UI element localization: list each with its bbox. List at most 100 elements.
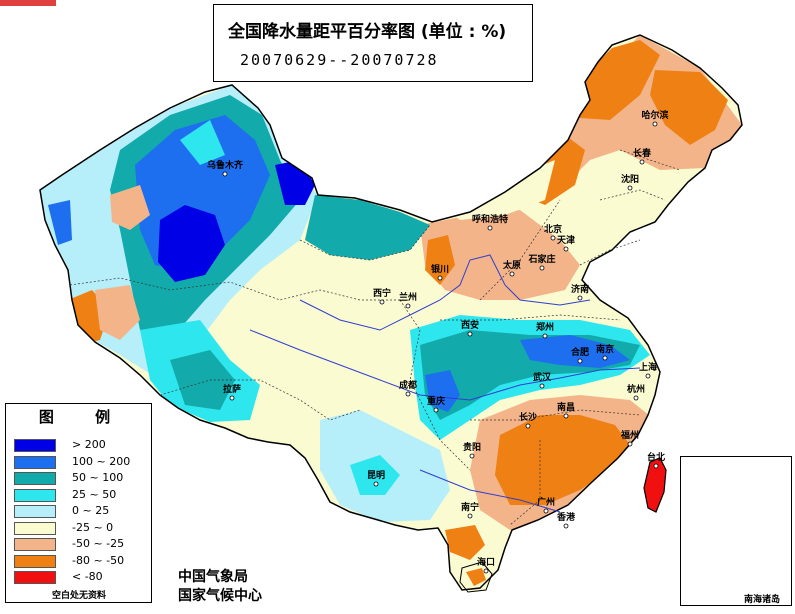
legend-range-label: < -80 — [72, 570, 103, 583]
city-dot — [577, 295, 583, 301]
legend-range-label: -80 ~ -50 — [72, 553, 125, 567]
city-dot — [379, 299, 385, 305]
city-dot — [487, 225, 493, 231]
city-marker: 成都 — [399, 379, 417, 397]
border-shanxi-hebei — [479, 199, 561, 301]
city-dot — [433, 407, 439, 413]
legend-swatch — [14, 554, 56, 568]
legend-item: -50 ~ -25 — [14, 537, 150, 553]
legend-swatch — [14, 505, 56, 518]
yellow-river — [299, 254, 591, 331]
city-dot — [639, 159, 645, 165]
city-marker: 南昌 — [557, 401, 575, 419]
city-label: 长沙 — [519, 411, 537, 423]
city-label: 天津 — [557, 234, 575, 246]
city-label: 北京 — [544, 223, 562, 235]
city-dot — [602, 355, 608, 361]
zone-north-dark — [425, 235, 455, 285]
legend-range-label: > 200 — [72, 438, 106, 451]
city-label: 重庆 — [427, 395, 445, 407]
border-shandong — [579, 239, 641, 266]
zone-ne-dark-a — [570, 40, 660, 120]
city-dot — [437, 275, 443, 281]
city-marker: 西宁 — [373, 287, 391, 305]
city-marker: 郑州 — [536, 321, 554, 339]
city-marker: 武汉 — [533, 371, 552, 389]
zone-fw-light — [95, 285, 140, 340]
zone-north-light — [420, 210, 580, 300]
legend-item: 100 ~ 200 — [14, 455, 150, 471]
border-gansu — [299, 224, 431, 261]
city-dot — [509, 271, 515, 277]
city-marker: 重庆 — [427, 395, 445, 413]
city-label: 呼和浩特 — [472, 213, 508, 225]
city-marker: 香港 — [556, 511, 576, 529]
city-label: 广州 — [537, 496, 555, 508]
city-dot — [563, 413, 569, 419]
city-label: 南昌 — [557, 401, 575, 413]
city-label: 武汉 — [533, 371, 552, 383]
city-marker: 海口 — [477, 556, 495, 574]
city-label: 拉萨 — [223, 383, 241, 395]
city-label: 西宁 — [373, 287, 391, 299]
border-sichuan — [399, 299, 471, 471]
legend-item: 0 ~ 25 — [14, 504, 150, 520]
city-marker: 合肥 — [571, 346, 589, 364]
inset-label: 南海诸岛 — [744, 595, 781, 605]
legend-item: -80 ~ -50 — [14, 554, 150, 570]
city-marker: 兰州 — [399, 291, 417, 309]
zone-ne-neutral — [600, 172, 668, 225]
legend: 图 例 > 200 100 ~ 200 50 ~ 100 25 ~ 50 0 ~ 25 -… — [5, 403, 152, 603]
zone-huai-high — [520, 335, 630, 368]
hainan-zone — [466, 568, 486, 586]
border-jilin — [619, 149, 681, 171]
zone-fw-red — [72, 335, 90, 356]
city-dot — [469, 453, 475, 459]
legend-item: > 200 — [14, 438, 150, 454]
city-label: 乌鲁木齐 — [207, 159, 244, 171]
city-dot — [539, 265, 545, 271]
title-box: 全国降水量距平百分率图 (单位 : %) 20070629--20070728 — [213, 4, 533, 82]
city-marker: 北京 — [544, 223, 562, 241]
city-label: 郑州 — [536, 321, 554, 333]
city-marker: 乌鲁木齐 — [207, 159, 244, 177]
city-dot — [543, 508, 549, 514]
city-label: 银川 — [431, 263, 449, 275]
city-label: 沈阳 — [621, 173, 639, 185]
legend-range-label: 50 ~ 100 — [72, 471, 124, 484]
yangtze-river — [249, 329, 641, 401]
agency-ncc: 国家气候中心 — [178, 588, 262, 604]
city-marker: 昆明 — [367, 470, 385, 487]
city-marker: 贵阳 — [463, 441, 481, 459]
legend-range-label: -50 ~ -25 — [72, 537, 125, 550]
corner-marker — [0, 0, 56, 6]
city-marker: 石家庄 — [527, 253, 556, 271]
city-label: 南京 — [596, 343, 614, 355]
city-dot — [542, 333, 548, 339]
city-dot — [373, 481, 379, 487]
legend-swatch — [14, 488, 56, 502]
city-marker: 长春 — [633, 147, 652, 165]
city-dot — [222, 171, 228, 177]
city-marker: 拉萨 — [223, 383, 241, 401]
city-label: 长春 — [633, 147, 652, 159]
city-dot — [653, 463, 659, 469]
zone-west-edge — [48, 200, 72, 245]
city-marker: 南京 — [596, 343, 614, 361]
legend-range-label: 100 ~ 200 — [72, 454, 131, 468]
agency-cma: 中国气象局 — [178, 569, 248, 585]
city-label: 石家庄 — [527, 253, 555, 265]
city-dot — [483, 568, 489, 574]
legend-swatch — [14, 571, 56, 584]
city-dot — [563, 523, 569, 529]
zone-west-cyan-a — [180, 120, 225, 165]
zone-hainan-area — [445, 525, 485, 560]
zone-yunnan-cyan — [350, 455, 400, 495]
city-label: 福州 — [620, 429, 639, 441]
legend-item: 50 ~ 100 — [14, 471, 150, 487]
city-marker: 天津 — [557, 234, 575, 252]
zone-tibet-mid — [170, 350, 235, 410]
country-outline — [39, 34, 743, 591]
